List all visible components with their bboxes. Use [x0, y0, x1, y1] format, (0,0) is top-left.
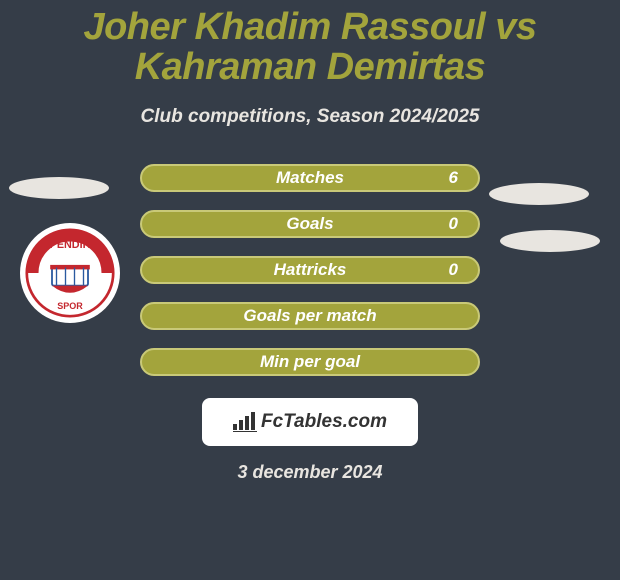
stat-value-right: 6 — [449, 168, 458, 188]
stat-bar-goals: Goals 0 — [140, 210, 480, 238]
fctables-badge: FcTables.com — [202, 398, 418, 446]
svg-text:PENDİK: PENDİK — [50, 238, 91, 251]
left-club-emblem: PENDİK SPOR — [20, 223, 120, 323]
stat-label: Min per goal — [260, 352, 360, 372]
pendik-logo-icon: PENDİK SPOR — [25, 228, 115, 318]
stat-value-right: 0 — [449, 214, 458, 234]
svg-text:SPOR: SPOR — [57, 301, 83, 311]
date-label: 3 december 2024 — [0, 462, 620, 483]
stat-value-right: 0 — [449, 260, 458, 280]
right-decor-oval-1 — [489, 183, 589, 205]
stat-bar-goals-per-match: Goals per match — [140, 302, 480, 330]
stat-label: Hattricks — [274, 260, 347, 280]
left-decor-oval — [9, 177, 109, 199]
right-decor-oval-2 — [500, 230, 600, 252]
chart-icon — [233, 412, 257, 432]
stats-area: Matches 6 Goals 0 Hattricks 0 Goals per match M… — [140, 164, 480, 376]
fctables-label: FcTables.com — [261, 411, 387, 433]
stat-bar-hattricks: Hattricks 0 — [140, 256, 480, 284]
stat-bar-min-per-goal: Min per goal — [140, 348, 480, 376]
subtitle: Club competitions, Season 2024/2025 — [0, 106, 620, 128]
stat-bar-matches: Matches 6 — [140, 164, 480, 192]
stat-label: Goals — [286, 214, 333, 234]
page-title: Joher Khadim Rassoul vs Kahraman Demirta… — [0, 0, 620, 88]
stat-label: Matches — [276, 168, 344, 188]
stat-label: Goals per match — [243, 306, 376, 326]
